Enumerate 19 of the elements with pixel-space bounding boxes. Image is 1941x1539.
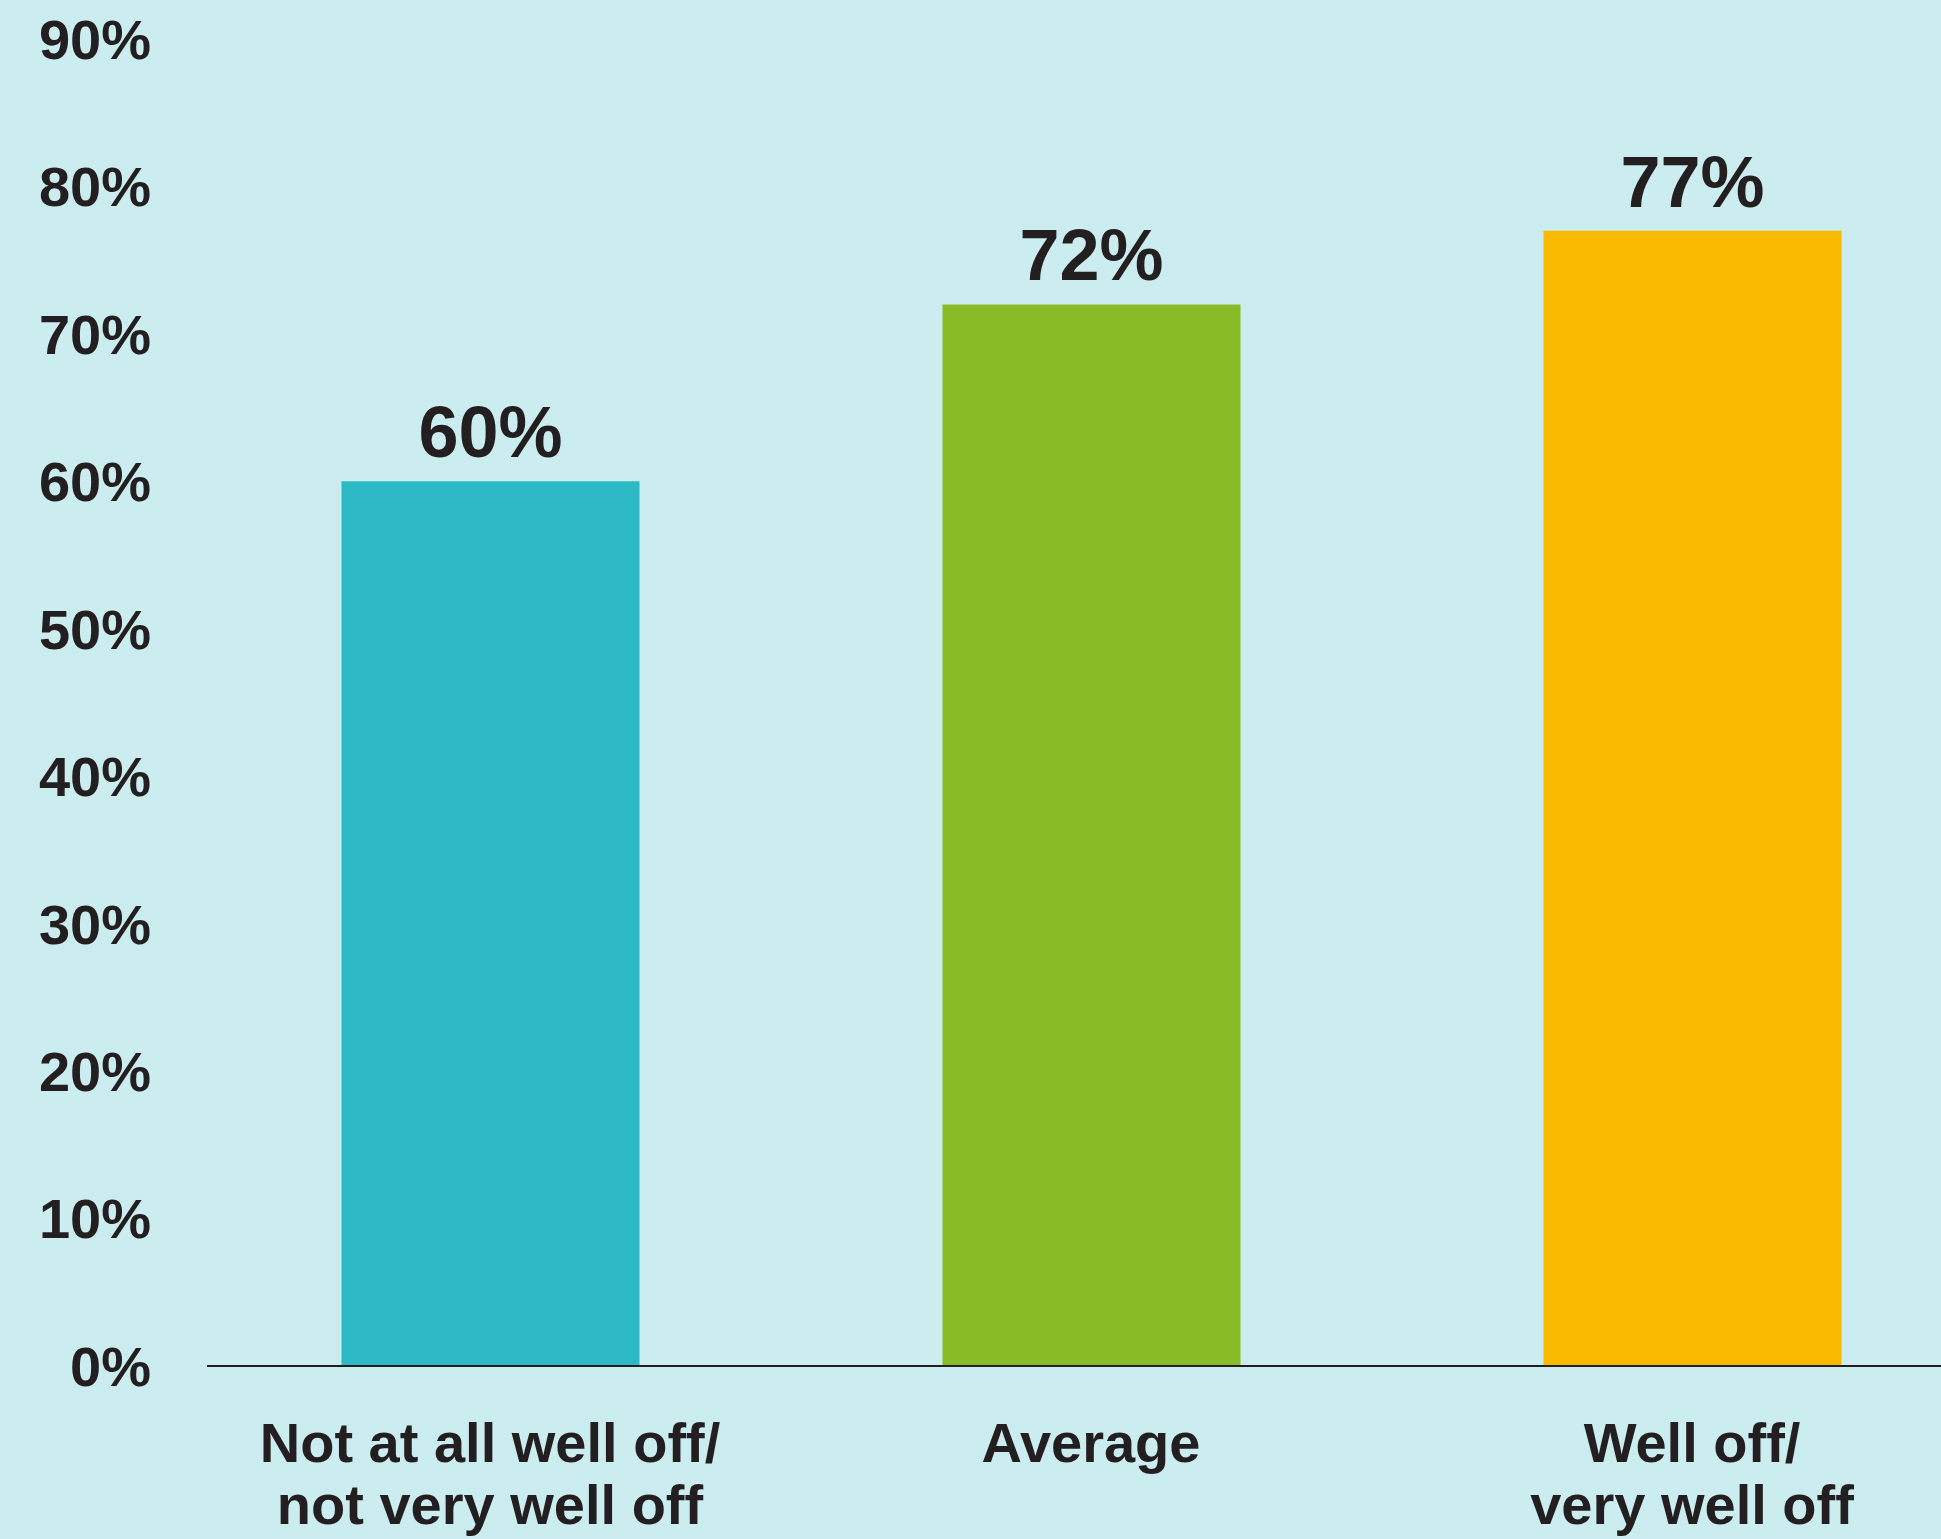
bar — [942, 304, 1241, 1366]
y-tick-label: 40% — [38, 745, 151, 809]
data-label: 72% — [1019, 215, 1164, 296]
x-tick-label: Well off/ very well off — [1530, 1411, 1855, 1536]
y-tick-label: 90% — [38, 7, 151, 71]
y-tick-label: 70% — [38, 302, 151, 366]
y-tick-label: 20% — [38, 1039, 151, 1103]
y-tick-label: 10% — [38, 1187, 151, 1251]
y-tick-label: 80% — [38, 155, 151, 219]
bar — [1543, 230, 1842, 1366]
data-label: 77% — [1620, 141, 1765, 222]
bar — [341, 481, 640, 1366]
data-label: 60% — [418, 392, 563, 473]
y-tick-label: 30% — [38, 892, 151, 956]
x-tick-label: Not at all well off/ not very well off — [259, 1411, 721, 1536]
y-tick-label: 0% — [70, 1334, 151, 1398]
y-tick-label: 50% — [38, 597, 151, 661]
x-tick-label: Average — [981, 1411, 1201, 1474]
y-tick-label: 60% — [38, 450, 151, 514]
